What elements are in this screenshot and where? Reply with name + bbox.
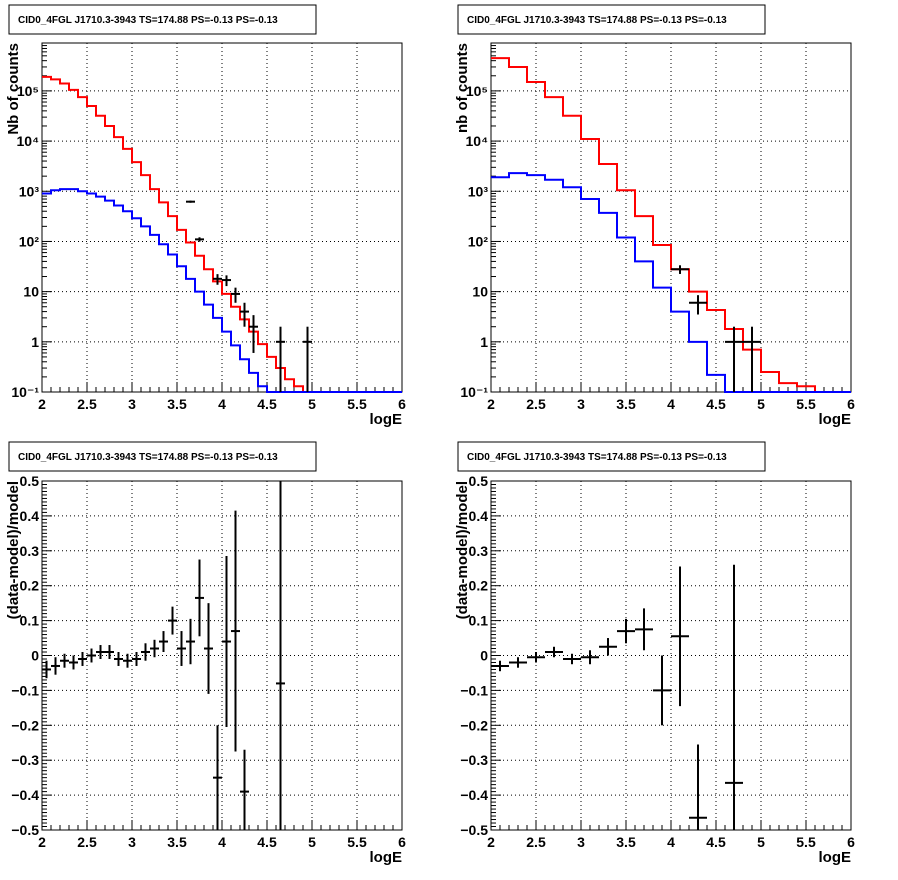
x-tick-label: 3.5 bbox=[616, 396, 636, 412]
x-tick-label: 4.5 bbox=[706, 834, 726, 850]
y-axis-label: (data-model)/model bbox=[5, 481, 22, 619]
y-tick-label: 10 bbox=[472, 284, 488, 300]
x-tick-label: 3 bbox=[128, 834, 136, 850]
x-tick-label: 3.5 bbox=[167, 834, 187, 850]
y-tick-label: −0.3 bbox=[11, 752, 39, 768]
y-tick-label: −0.1 bbox=[11, 682, 39, 698]
y-tick-label: 10² bbox=[19, 233, 40, 249]
y-tick-label: 0.1 bbox=[469, 613, 489, 629]
y-tick-label: 10⁻¹ bbox=[11, 384, 39, 400]
y-tick-label: 0.5 bbox=[20, 473, 40, 489]
x-axis-label: logE bbox=[370, 849, 403, 866]
y-axis-label: Nb of counts bbox=[5, 43, 22, 135]
y-tick-label: 10⁵ bbox=[466, 83, 488, 99]
y-tick-label: 0.1 bbox=[20, 613, 40, 629]
x-tick-label: 4 bbox=[218, 834, 226, 850]
y-tick-label: 10³ bbox=[19, 183, 40, 199]
chart-title: CID0_4FGL J1710.3-3943 TS=174.88 PS=-0.1… bbox=[467, 15, 727, 26]
x-tick-label: 2 bbox=[487, 396, 495, 412]
y-tick-label: 0.2 bbox=[20, 578, 40, 594]
y-tick-label: 0.3 bbox=[469, 543, 489, 559]
x-tick-label: 5.5 bbox=[796, 396, 816, 412]
y-axis-label: (data-model)/model bbox=[454, 481, 471, 619]
chart-title: CID0_4FGL J1710.3-3943 TS=174.88 PS=-0.1… bbox=[18, 452, 278, 463]
y-tick-label: 0.2 bbox=[469, 578, 489, 594]
y-tick-label: 10³ bbox=[468, 183, 489, 199]
chart-title-box bbox=[457, 441, 766, 472]
y-tick-label: 1 bbox=[31, 334, 39, 350]
y-tick-label: 0.4 bbox=[469, 508, 489, 524]
y-tick-label: 0.3 bbox=[20, 543, 40, 559]
x-axis-label: logE bbox=[819, 849, 852, 866]
y-tick-label: −0.3 bbox=[460, 752, 488, 768]
chart-title: CID0_4FGL J1710.3-3943 TS=174.88 PS=-0.1… bbox=[18, 15, 278, 26]
x-tick-label: 5.5 bbox=[347, 834, 367, 850]
chart-panel-1: CID0_4FGL J1710.3-3943 TS=174.88 PS=-0.1… bbox=[5, 4, 406, 428]
x-tick-label: 4 bbox=[667, 834, 675, 850]
x-tick-label: 4 bbox=[667, 396, 675, 412]
x-tick-label: 4.5 bbox=[257, 834, 277, 850]
y-tick-label: 0 bbox=[31, 648, 39, 664]
x-tick-label: 5.5 bbox=[796, 834, 816, 850]
x-tick-label: 6 bbox=[398, 396, 406, 412]
x-tick-label: 6 bbox=[847, 834, 855, 850]
x-tick-label: 2.5 bbox=[77, 834, 97, 850]
x-tick-label: 2.5 bbox=[526, 834, 546, 850]
y-tick-label: −0.4 bbox=[11, 787, 39, 803]
x-tick-label: 5 bbox=[757, 396, 765, 412]
chart-title: CID0_4FGL J1710.3-3943 TS=174.88 PS=-0.1… bbox=[467, 452, 727, 463]
y-tick-label: 10² bbox=[468, 233, 489, 249]
x-tick-label: 2.5 bbox=[526, 396, 546, 412]
histogram-series-2 bbox=[42, 188, 402, 393]
x-tick-label: 5.5 bbox=[347, 396, 367, 412]
y-tick-label: −0.2 bbox=[11, 717, 39, 733]
x-tick-label: 3.5 bbox=[616, 834, 636, 850]
chart-title-box bbox=[8, 4, 317, 35]
x-tick-label: 5 bbox=[308, 834, 316, 850]
y-tick-label: 1 bbox=[480, 334, 488, 350]
y-tick-label: 10⁻¹ bbox=[460, 384, 488, 400]
x-tick-label: 4.5 bbox=[257, 396, 277, 412]
chart-panel-2: CID0_4FGL J1710.3-3943 TS=174.88 PS=-0.1… bbox=[454, 4, 855, 428]
chart-title-box bbox=[8, 441, 317, 472]
y-tick-label: 10⁴ bbox=[17, 133, 40, 149]
x-axis-label: logE bbox=[819, 411, 852, 428]
x-tick-label: 3 bbox=[577, 834, 585, 850]
x-tick-label: 4 bbox=[218, 396, 226, 412]
x-tick-label: 6 bbox=[398, 834, 406, 850]
x-tick-label: 5 bbox=[757, 834, 765, 850]
x-tick-label: 4.5 bbox=[706, 396, 726, 412]
x-tick-label: 5 bbox=[308, 396, 316, 412]
x-axis-label: logE bbox=[370, 411, 403, 428]
y-tick-label: −0.4 bbox=[460, 787, 488, 803]
y-tick-label: 0 bbox=[480, 648, 488, 664]
y-tick-label: 0.5 bbox=[469, 473, 489, 489]
histogram-series-1 bbox=[491, 57, 851, 393]
x-tick-label: 2 bbox=[487, 834, 495, 850]
x-tick-label: 3.5 bbox=[167, 396, 187, 412]
x-tick-label: 6 bbox=[847, 396, 855, 412]
x-tick-label: 3 bbox=[128, 396, 136, 412]
y-tick-label: 10 bbox=[23, 284, 39, 300]
x-tick-label: 2 bbox=[38, 396, 46, 412]
y-tick-label: −0.2 bbox=[460, 717, 488, 733]
y-tick-label: 10⁴ bbox=[466, 133, 489, 149]
y-tick-label: 10⁵ bbox=[17, 83, 39, 99]
histogram-series-1 bbox=[42, 75, 402, 393]
x-tick-label: 3 bbox=[577, 396, 585, 412]
x-tick-label: 2.5 bbox=[77, 396, 97, 412]
chart-title-box bbox=[457, 4, 766, 35]
y-tick-label: −0.5 bbox=[460, 822, 488, 838]
x-tick-label: 2 bbox=[38, 834, 46, 850]
y-tick-label: −0.5 bbox=[11, 822, 39, 838]
y-tick-label: 0.4 bbox=[20, 508, 40, 524]
chart-panel-4: CID0_4FGL J1710.3-3943 TS=174.88 PS=-0.1… bbox=[454, 441, 855, 866]
y-axis-label: nb of counts bbox=[454, 43, 471, 133]
y-tick-label: −0.1 bbox=[460, 682, 488, 698]
chart-panel-3: CID0_4FGL J1710.3-3943 TS=174.88 PS=-0.1… bbox=[5, 441, 406, 866]
